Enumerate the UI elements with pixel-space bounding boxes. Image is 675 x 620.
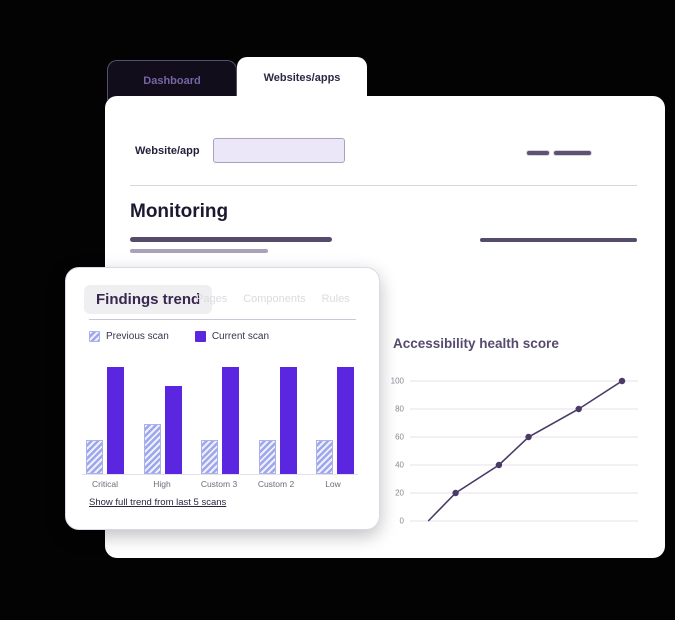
bar-current-scan [337,367,354,474]
skeleton-line [130,249,268,253]
monitoring-title: Monitoring [130,201,229,222]
tab-rules[interactable]: Rules [321,293,350,305]
findings-trend-title: Findings trend [96,291,201,308]
website-app-input[interactable] [213,138,345,163]
skeleton-line [480,238,637,242]
tab-dashboard[interactable]: Dashboard [107,60,237,100]
legend-item: Current scan [194,331,270,342]
solid-swatch-icon [194,331,206,342]
data-point-dot [495,461,503,469]
tab-pages[interactable]: Pages [196,293,228,305]
y-tick-label: 20 [395,489,404,498]
bar-group [143,386,182,474]
legend-label: Previous scan [106,331,169,342]
show-full-trend-link[interactable]: Show full trend from last 5 scans [89,497,227,508]
y-tick-label: 100 [391,377,405,386]
bar-previous-scan [143,423,161,474]
y-tick-label: 0 [400,517,405,526]
bar-category-label: Critical [92,479,118,489]
bar-group [258,367,297,474]
data-point-dot [618,377,626,385]
card-tabs: Pages Components Rules [196,293,350,305]
bar-category-label: Custom 2 [257,479,295,489]
bar-previous-scan [86,439,103,474]
bar-group [201,367,239,474]
bar-group [316,367,354,474]
bar-category-labels: Critical High Custom 3 Custom 2 Low [77,479,361,489]
health-score-title: Accessibility health score [393,336,559,351]
y-tick-label: 80 [395,405,404,414]
tab-components[interactable]: Components [243,293,306,305]
health-score-line-chart: 0 20 40 60 80 100 [391,377,638,526]
bar-category-label: Custom 3 [200,479,238,489]
tab-websites-apps-label: Websites/apps [263,72,341,84]
legend-item: Previous scan [89,331,169,342]
tab-dashboard-label: Dashboard [143,74,201,87]
y-tick-label: 40 [395,461,404,470]
placeholder-dash [554,151,591,155]
health-score-line [427,380,623,522]
bar-current-scan [222,367,239,474]
x-axis-line [82,474,358,475]
divider [89,319,356,320]
bar-previous-scan [201,439,218,474]
bar-category-label: High [153,479,171,489]
skeleton-line [130,237,332,242]
y-tick-label: 60 [395,433,404,442]
placeholder-dash [527,151,549,155]
data-point-dot [452,489,459,497]
findings-trend-card: Findings trend Pages Components Rules Pr… [65,267,380,530]
divider [130,185,637,186]
chart-legend: Previous scan Current scan [89,331,269,342]
bar-category-label: Low [325,479,341,489]
findings-bar-chart [86,367,354,474]
tab-websites-apps[interactable]: Websites/apps [237,57,367,99]
bar-group [86,367,124,474]
hatched-swatch-icon [89,331,100,342]
legend-label: Current scan [211,331,270,342]
bar-previous-scan [258,439,276,474]
website-app-label: Website/app [135,145,200,157]
bar-previous-scan [316,439,333,474]
bar-current-scan [107,367,124,474]
data-point-dot [525,433,532,441]
data-point-dot [575,405,582,413]
bar-current-scan [164,386,182,474]
tab-findings-trend[interactable]: Findings trend [84,285,213,314]
bar-current-scan [279,367,297,474]
